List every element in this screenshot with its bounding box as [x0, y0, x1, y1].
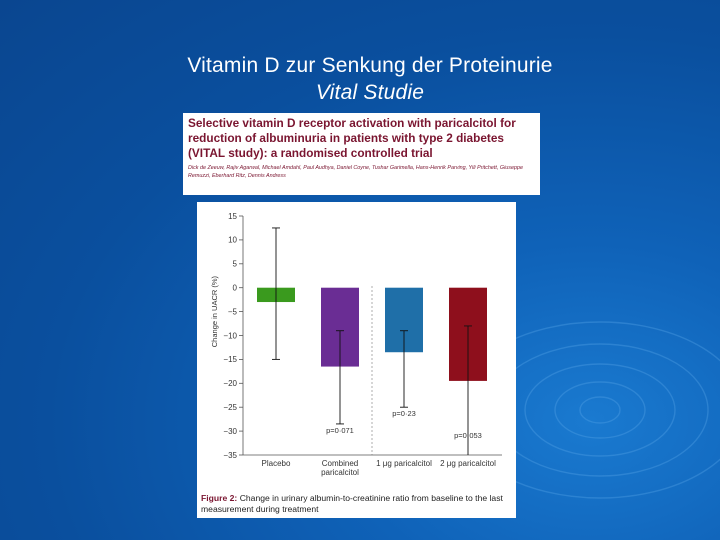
y-axis-label: Change in UACR (%) — [210, 275, 219, 347]
p-value-label-3: p=0·053 — [454, 431, 482, 440]
y-tick-label: −30 — [223, 427, 237, 436]
y-tick-label: −35 — [223, 451, 237, 460]
y-tick-label: −20 — [223, 379, 237, 388]
figure-panel: 15 10 5 0 −5 −10 −15 −20 −25 −30 −35 Change in UACR… — [197, 202, 516, 518]
category-label-3: 2 μg paricalcitol — [440, 459, 496, 468]
p-value-label-1: p=0·071 — [326, 426, 354, 435]
category-label-0: Placebo — [262, 459, 291, 468]
p-value-label-2: p=0·23 — [392, 409, 416, 418]
category-label-1: Combined — [322, 459, 358, 468]
paper-header-excerpt: Selective vitamin D receptor activation … — [183, 113, 540, 195]
figure-caption: Figure 2: Change in urinary albumin-to-c… — [201, 493, 513, 515]
paper-title: Selective vitamin D receptor activation … — [188, 116, 516, 161]
category-label-1: paricalcitol — [321, 468, 359, 477]
category-label-2: 1 μg paricalcitol — [376, 459, 432, 468]
y-tick-label: 0 — [233, 284, 238, 293]
y-tick-label: 5 — [233, 260, 238, 269]
caption-label: Figure 2: — [201, 493, 238, 503]
y-tick-label: −25 — [223, 403, 237, 412]
caption-text: Change in urinary albumin-to-creatinine … — [201, 493, 503, 514]
slide-title: Vitamin D zur Senkung der Proteinurie Vi… — [0, 52, 720, 106]
slide-title-sub: Vital Studie — [315, 81, 425, 104]
paper-authors: Dick de Zeeuw, Rajiv Agarwal, Michael Am… — [188, 164, 523, 179]
y-tick-label: −15 — [223, 355, 237, 364]
y-tick-label: −10 — [223, 331, 237, 340]
slide-title-main: Vitamin D zur Senkung der Proteinurie — [187, 54, 553, 77]
y-tick-label: 10 — [228, 236, 237, 245]
y-tick-label: 15 — [228, 212, 237, 221]
y-tick-label: −5 — [228, 307, 238, 316]
bar-chart: 15 10 5 0 −5 −10 −15 −20 −25 −30 −35 Change in UACR… — [210, 212, 502, 477]
